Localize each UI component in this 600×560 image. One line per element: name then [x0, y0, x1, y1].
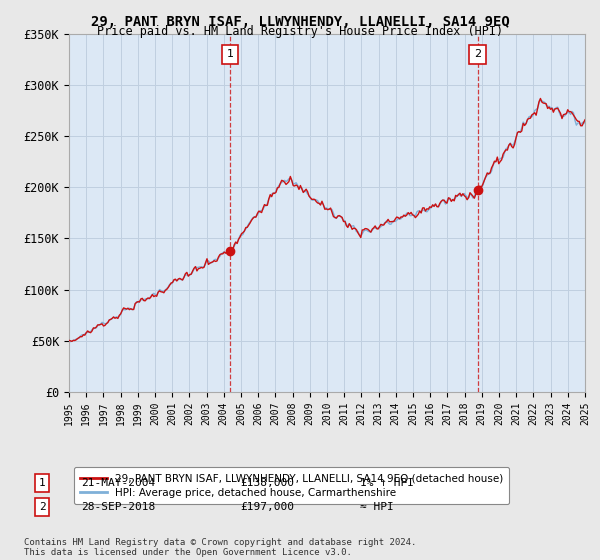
Text: £197,000: £197,000 [240, 502, 294, 512]
Text: 2: 2 [38, 502, 46, 512]
Text: Contains HM Land Registry data © Crown copyright and database right 2024.
This d: Contains HM Land Registry data © Crown c… [24, 538, 416, 557]
Text: £138,000: £138,000 [240, 478, 294, 488]
Text: 1: 1 [227, 49, 234, 59]
Text: 21-MAY-2004: 21-MAY-2004 [81, 478, 155, 488]
Text: Price paid vs. HM Land Registry's House Price Index (HPI): Price paid vs. HM Land Registry's House … [97, 25, 503, 38]
Legend: 29, PANT BRYN ISAF, LLWYNHENDY, LLANELLI, SA14 9EQ (detached house), HPI: Averag: 29, PANT BRYN ISAF, LLWYNHENDY, LLANELLI… [74, 467, 509, 504]
Text: 2: 2 [474, 49, 481, 59]
Text: 28-SEP-2018: 28-SEP-2018 [81, 502, 155, 512]
Text: 29, PANT BRYN ISAF, LLWYNHENDY, LLANELLI, SA14 9EQ: 29, PANT BRYN ISAF, LLWYNHENDY, LLANELLI… [91, 15, 509, 29]
Text: 1: 1 [38, 478, 46, 488]
Text: ≈ HPI: ≈ HPI [360, 502, 394, 512]
Text: 1% ↑ HPI: 1% ↑ HPI [360, 478, 414, 488]
